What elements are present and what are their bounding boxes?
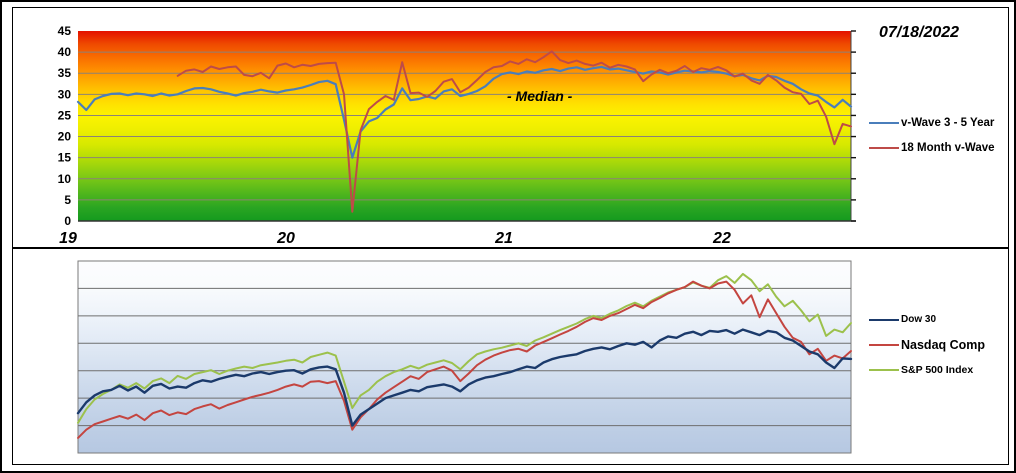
y-tick-label: 25 — [58, 108, 72, 122]
x-tick-label: 22 — [712, 230, 731, 247]
indices-chart — [76, 260, 853, 454]
vwave-chart: 0 5 10 15 20 25 30 35 40 45 19 20 21 22 — [58, 24, 856, 247]
legend-label: 18 Month v-Wave — [901, 141, 995, 154]
legend-line-swatch — [869, 318, 899, 321]
date-label: 07/18/2022 — [879, 24, 960, 41]
sp500-line — [77, 272, 852, 424]
y-tick-label: 10 — [58, 172, 72, 186]
indices-legend: Dow 30 Nasdaq Comp S&P 500 Index — [869, 307, 985, 382]
y-tick-label: 45 — [58, 24, 72, 38]
nasdaq-line — [77, 280, 852, 439]
median-annotation: - Median - — [507, 88, 573, 104]
vwave-gradient-background — [78, 31, 851, 221]
dow30-line — [76, 328, 853, 427]
vwave-18m-line — [176, 50, 852, 213]
legend-entry: v-Wave 3 - 5 Year — [869, 110, 995, 135]
y-tick-label: 0 — [64, 214, 71, 228]
y-tick-label: 40 — [58, 45, 72, 59]
legend-label: S&P 500 Index — [901, 363, 974, 376]
y-tick-label: 5 — [64, 193, 71, 207]
x-tick-label: 19 — [59, 230, 77, 247]
legend-label: Nasdaq Comp — [901, 337, 986, 352]
legend-line-swatch — [869, 368, 899, 371]
y-tick-label: 15 — [58, 151, 72, 165]
y-tick-label: 35 — [58, 66, 72, 80]
indices-gradient-background — [78, 261, 851, 453]
legend-line-swatch — [869, 343, 899, 346]
plot-border — [77, 260, 852, 454]
legend-entry: S&P 500 Index — [869, 357, 985, 382]
x-tick-label: 20 — [276, 230, 295, 247]
legend-line-swatch — [869, 146, 899, 149]
legend-label: Dow 30 — [901, 314, 937, 325]
y-tick-label: 30 — [58, 87, 72, 101]
x-tick-label: 21 — [494, 230, 513, 247]
vwave-legend: v-Wave 3 - 5 Year 18 Month v-Wave — [869, 110, 995, 160]
legend-label: v-Wave 3 - 5 Year — [901, 116, 995, 129]
y-tick-label: 20 — [58, 130, 72, 144]
indices-chart-panel: Dow 30 Nasdaq Comp S&P 500 Index — [12, 248, 1009, 465]
legend-entry: 18 Month v-Wave — [869, 135, 995, 160]
legend-line-swatch — [869, 121, 899, 124]
vwave-chart-panel: 0 5 10 15 20 25 30 35 40 45 19 20 21 22 07/18/2022 - … — [12, 7, 1009, 248]
vwave-35-line — [76, 65, 853, 159]
legend-entry: Nasdaq Comp — [869, 332, 985, 357]
legend-entry: Dow 30 — [869, 307, 985, 332]
